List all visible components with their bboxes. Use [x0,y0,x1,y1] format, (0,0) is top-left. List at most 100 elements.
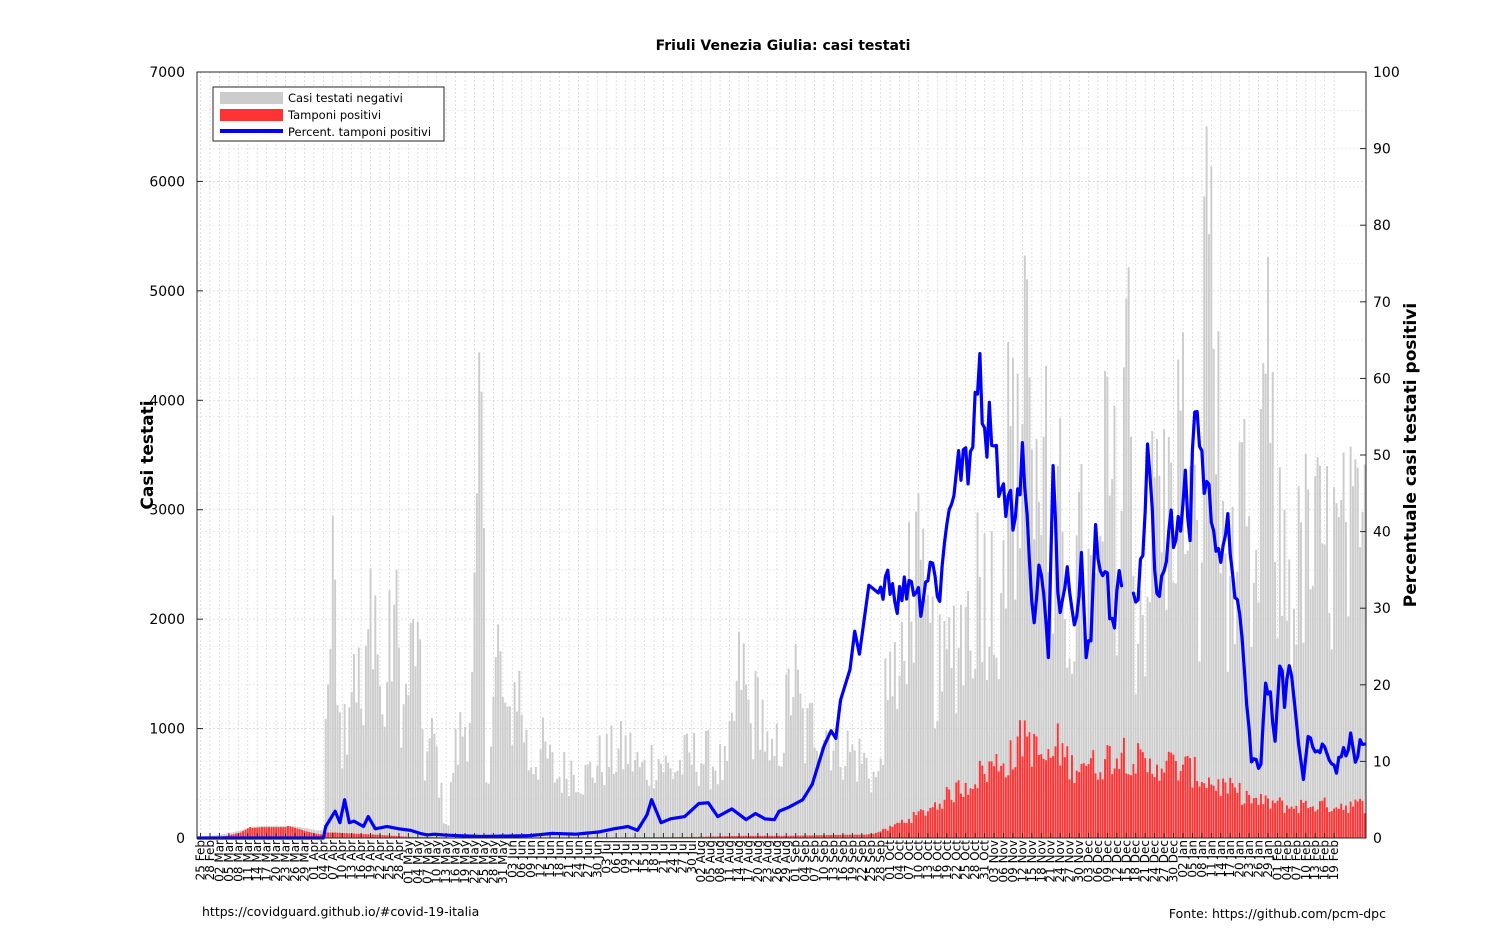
bar-positivi [1063,757,1066,838]
bar-positivi [707,836,710,838]
bar-positivi [808,835,811,838]
bar-positivi [1087,763,1090,838]
bar-positivi [1285,805,1288,838]
bar-positivi [1257,804,1260,838]
bar-negativi [1309,589,1312,838]
bar-negativi [530,767,533,838]
bar-positivi [329,832,332,838]
x-tick-label: 05 Mar [222,840,236,882]
bar-negativi [565,778,568,838]
bar-negativi [856,781,859,838]
bar-positivi [1352,806,1354,838]
bar-positivi [374,834,377,838]
bar-negativi [1130,436,1132,838]
line-series [196,352,1367,840]
bar-negativi [1106,376,1109,838]
x-tick-label: 07 Sep [808,840,822,882]
bar-negativi [1189,466,1192,838]
x-tick-label: 25 Oct [959,840,973,880]
x-tick-label: 06 Dec [1091,840,1105,882]
x-tick-label: 21 Jul [656,840,670,874]
bar-negativi [631,771,634,838]
bar-negativi [1281,615,1284,838]
bar-negativi [409,622,412,838]
bar-positivi [943,799,946,838]
bar-positivi [1304,800,1307,838]
bar-negativi [570,760,573,838]
bar-positivi [865,834,868,838]
bar-negativi [955,713,958,838]
bar-positivi [1226,793,1229,838]
bar-positivi [1167,751,1170,838]
bar-negativi [1174,583,1177,838]
bar-negativi [586,764,589,838]
x-tick-label: 19 Apr [364,840,378,880]
bar-negativi [976,512,979,838]
bar-positivi [381,835,384,838]
x-tick-label: 25 May [477,840,491,884]
x-tick-label: 23 Aug [760,840,774,883]
bar-negativi [1316,457,1319,838]
bar-negativi [1354,459,1357,838]
bar-positivi [1274,803,1277,838]
bar-negativi [567,795,570,838]
bar-positivi [1293,808,1295,838]
legend-label-positivi: Tamponi positivi [287,108,381,122]
bar-positivi [1233,787,1236,838]
bar-positivi [827,835,830,838]
x-tick-label: 26 Jan [1252,840,1266,878]
x-tick-label: 22 May [467,840,481,884]
bar-negativi [1335,503,1338,838]
bar-positivi [1059,765,1062,838]
x-tick-label: 07 Feb [1289,840,1303,880]
bar-negativi [1290,670,1293,838]
bar-positivi [964,782,967,838]
bar-positivi [792,835,795,838]
bar-negativi [903,660,906,838]
bar-negativi [1118,579,1121,838]
bar-positivi [270,827,273,838]
bar-positivi [1200,782,1203,838]
bar-positivi [1000,765,1003,838]
bar-negativi [671,778,674,838]
bar-negativi [461,736,464,838]
bar-positivi [782,835,785,838]
x-tick-label: 14 Mar [250,840,264,882]
bar-negativi [438,797,441,838]
bar-negativi [327,684,330,838]
bar-positivi [1146,772,1149,838]
bar-negativi [721,780,724,838]
bar-positivi [714,836,717,838]
bar-positivi [941,808,944,838]
bar-positivi [310,832,313,838]
x-tick-label: 21 Nov [1044,840,1058,883]
x-tick-label: 12 Nov [1015,840,1029,883]
bar-negativi [1028,377,1031,838]
bar-positivi [272,827,275,838]
bar-positivi [343,833,346,838]
line-percent-positivi [196,352,1367,840]
bar-negativi [1158,475,1161,838]
bar-positivi [872,833,875,838]
bar-negativi [416,621,419,838]
bar-positivi [1342,809,1345,838]
bar-positivi [955,782,958,838]
bar-positivi [820,835,823,838]
bar-negativi [1101,541,1104,838]
bar-positivi [1089,758,1092,838]
bar-negativi [676,770,679,838]
bar-positivi [1359,798,1362,838]
bar-positivi [1115,758,1118,838]
bar-positivi [693,836,696,838]
bar-positivi [1148,758,1151,838]
bar-negativi [601,772,603,838]
bar-negativi [386,681,389,838]
bar-negativi [754,670,757,838]
left-axis-ticks: 0 1000 2000 3000 4000 5000 6000 7000 [149,65,203,847]
bar-negativi [634,759,637,838]
bar-negativi [761,699,764,838]
x-tick-label: 25 Apr [382,840,396,880]
bar-negativi [480,391,483,838]
bar-negativi [1340,499,1343,838]
bar-positivi [338,832,341,838]
